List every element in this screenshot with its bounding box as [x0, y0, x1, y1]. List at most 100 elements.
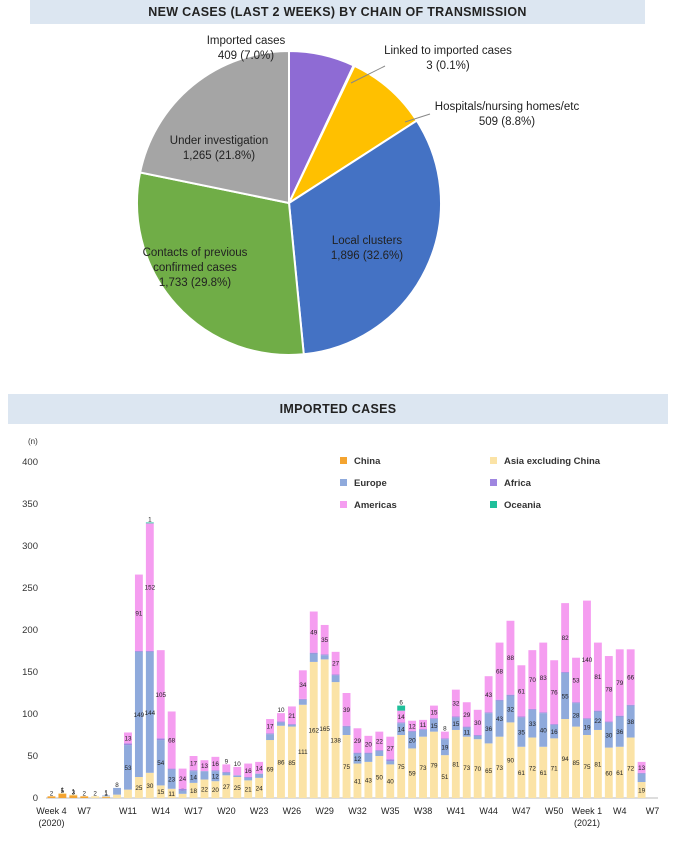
bar-data-label: 162 — [308, 727, 319, 734]
bar-segment — [255, 773, 264, 778]
bar-segment — [517, 716, 526, 718]
bar-segment — [615, 715, 624, 717]
bar-segment — [506, 694, 515, 696]
y-axis-label: (n) — [28, 437, 38, 446]
legend-label: China — [354, 456, 381, 467]
bar-segment — [451, 716, 460, 718]
bar-data-label: 61 — [540, 770, 548, 777]
bar-data-label: 28 — [573, 712, 581, 719]
bar-data-label: 16 — [212, 761, 220, 768]
bar-data-label: 5 — [61, 788, 65, 795]
bar-segment — [353, 763, 362, 798]
bar-segment — [550, 738, 559, 798]
bar-segment — [430, 718, 438, 720]
bar-segment — [419, 729, 427, 737]
bar-segment — [69, 795, 78, 798]
legend-label: Americas — [354, 500, 397, 511]
bar-data-label: 10 — [277, 707, 285, 714]
y-tick-label: 250 — [22, 583, 38, 594]
bar-data-label: 16 — [245, 768, 253, 775]
pie-title-banner: NEW CASES (LAST 2 WEEKS) BY CHAIN OF TRA… — [30, 0, 645, 24]
bar-segment — [626, 649, 635, 705]
bar-segment — [244, 777, 253, 781]
bar-segment — [495, 736, 504, 798]
bar-segment — [277, 725, 285, 798]
bar-data-label: 40 — [540, 727, 548, 734]
bar-segment — [80, 796, 89, 798]
bar-segment — [134, 777, 143, 798]
y-tick-label: 50 — [27, 751, 38, 762]
bar-segment — [342, 725, 351, 727]
bar-data-label: 73 — [420, 765, 428, 772]
bar-data-label: 15 — [430, 709, 438, 716]
x-tick-label: Week 4 — [36, 806, 66, 816]
bar-data-label: 61 — [518, 688, 526, 695]
bar-data-label: 72 — [627, 765, 635, 772]
legend-label: Europe — [354, 478, 387, 489]
bar-segment — [364, 735, 373, 753]
bar-data-label: 13 — [124, 735, 132, 742]
bar-segment — [331, 674, 340, 676]
bar-segment — [583, 719, 591, 735]
bar-segment — [593, 642, 602, 711]
bar-segment — [506, 695, 515, 723]
bar-segment — [266, 733, 274, 735]
bar-segment — [615, 649, 624, 716]
bar-data-label: 73 — [463, 765, 471, 772]
bar-segment — [364, 752, 373, 754]
imported-cases-bar-chart: 050100150200250300350400(n)2513122111481… — [22, 437, 659, 828]
bar-data-label: 20 — [365, 742, 373, 749]
bar-data-label: 18 — [190, 788, 198, 795]
bar-segment — [473, 739, 482, 798]
bar-segment — [244, 777, 253, 778]
bar-data-label: 13 — [638, 765, 646, 772]
bar-data-label: 36 — [485, 726, 493, 733]
bar-segment — [473, 709, 482, 735]
bar-segment — [397, 710, 406, 723]
bar-data-label: 11 — [463, 730, 470, 737]
bar-segment — [298, 704, 307, 798]
bar-segment — [298, 670, 307, 699]
bar-segment — [572, 703, 580, 727]
bar-data-label: 27 — [223, 784, 231, 791]
bar-data-label: 81 — [452, 761, 460, 768]
bar-segment — [156, 740, 165, 786]
bar-segment — [145, 522, 154, 524]
x-tick-label: W26 — [283, 806, 302, 816]
bar-chart-title: IMPORTED CASES — [279, 402, 397, 416]
bar-segment — [364, 753, 373, 762]
bar-data-label: 11 — [168, 791, 175, 798]
x-tick-label: W17 — [184, 806, 203, 816]
bar-data-label: 38 — [627, 719, 635, 726]
bar-segment — [222, 764, 231, 772]
bar-segment — [320, 659, 329, 798]
bar-data-label: 30 — [146, 783, 154, 790]
bar-segment — [484, 712, 493, 714]
bar-data-label: 79 — [430, 762, 438, 769]
bar-data-label: 91 — [135, 610, 143, 617]
y-tick-label: 100 — [22, 709, 38, 720]
bar-segment — [331, 675, 340, 683]
bar-segment — [233, 766, 242, 776]
bar-segment — [189, 756, 198, 771]
bar-segment — [309, 611, 318, 653]
bar-data-label: 35 — [518, 730, 526, 737]
bar-segment — [178, 793, 187, 798]
legend-swatch — [340, 479, 347, 486]
bar-data-label: 83 — [540, 675, 548, 682]
bar-data-label: 14 — [398, 714, 406, 721]
bar-data-label: 19 — [638, 788, 646, 795]
bar-segment — [353, 752, 362, 754]
bar-segment — [430, 719, 438, 732]
bar-segment — [572, 726, 580, 798]
bar-segment — [440, 739, 449, 756]
bar-data-label: 138 — [330, 738, 341, 745]
bar-segment — [211, 756, 220, 771]
bar-data-label: 25 — [234, 785, 242, 792]
bar-segment — [451, 729, 460, 798]
bar-segment — [266, 719, 274, 734]
bar-data-label: 75 — [398, 764, 406, 771]
pie-chart: Imported cases 409 (7.0%) Linked to import… — [136, 35, 579, 356]
bar-data-label: 54 — [157, 760, 165, 767]
bar-data-label: 1 — [61, 787, 65, 794]
